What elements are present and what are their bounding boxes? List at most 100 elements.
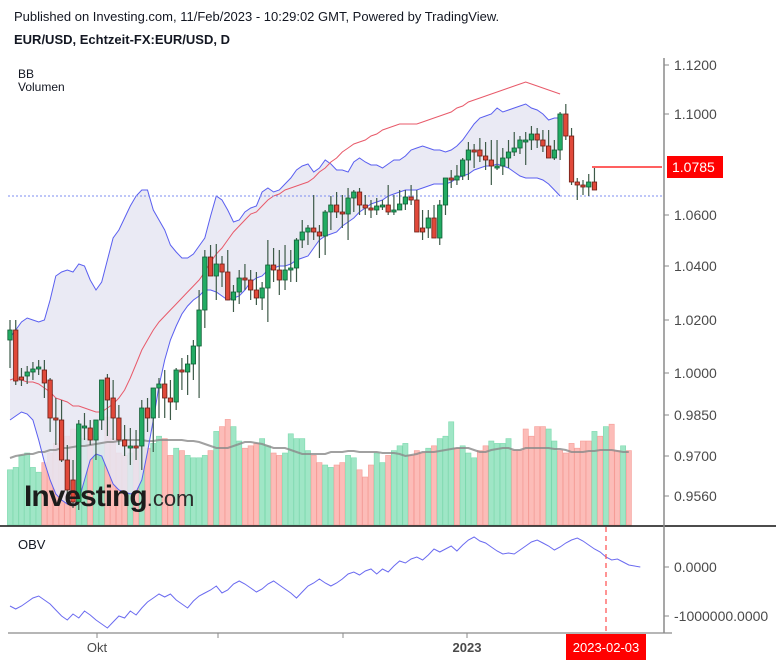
- volume-bar: [356, 469, 363, 526]
- candle-down: [334, 204, 340, 213]
- candle-up: [127, 445, 133, 449]
- volume-bar: [167, 455, 174, 526]
- volume-bar: [448, 421, 455, 526]
- candles: [7, 104, 598, 510]
- candle-up: [213, 263, 219, 277]
- candle-up: [345, 197, 351, 215]
- candle-up: [282, 269, 288, 281]
- price-tick-label: 1.0600: [674, 207, 717, 223]
- volume-bar: [333, 464, 340, 526]
- crosshair-date-badge: [566, 634, 646, 660]
- volume-bar: [373, 452, 380, 526]
- volume-bar: [528, 435, 535, 526]
- volume-bar: [179, 450, 185, 526]
- candle-down: [144, 407, 151, 419]
- candle-down: [47, 379, 53, 419]
- volume-bar: [259, 438, 266, 526]
- volume-bar: [511, 450, 518, 526]
- candle-down: [276, 269, 282, 281]
- volume-bar: [322, 464, 329, 526]
- volume-bar: [368, 464, 374, 526]
- volume-bar: [568, 443, 575, 526]
- candle-up: [236, 277, 242, 293]
- candle-up: [511, 147, 517, 153]
- price-tick-label: 1.1200: [674, 57, 717, 73]
- volume-bar: [585, 440, 592, 526]
- volume-bar: [30, 467, 36, 526]
- volume-bar: [454, 447, 460, 526]
- candle-up: [139, 407, 145, 447]
- volume-bar: [207, 450, 214, 526]
- volume-bar: [625, 450, 632, 526]
- volume-bar: [236, 440, 243, 526]
- price-tick-label: 0.9700: [674, 448, 717, 464]
- candle-down: [368, 207, 374, 211]
- candle-up: [24, 371, 30, 377]
- candle-up: [425, 217, 431, 229]
- candle-down: [339, 211, 345, 215]
- candle-up: [156, 383, 162, 389]
- volume-bar: [459, 445, 466, 526]
- candle-up: [494, 165, 500, 169]
- volume-bar: [413, 450, 420, 526]
- volume-bar: [505, 438, 512, 526]
- candle-up: [500, 157, 506, 167]
- candle-up: [454, 175, 460, 181]
- candle-down: [104, 377, 111, 401]
- volume-bar: [201, 455, 208, 526]
- candle-down: [18, 376, 25, 381]
- legend-obv[interactable]: OBV: [18, 537, 46, 552]
- candle-down: [408, 196, 414, 201]
- volume-bar: [545, 428, 552, 526]
- candle-down: [316, 231, 323, 237]
- volume-bar: [156, 435, 162, 526]
- volume-bar: [431, 445, 437, 526]
- candle-up: [288, 267, 294, 271]
- candle-up: [202, 256, 208, 311]
- volume-bar: [534, 426, 541, 526]
- candle-up: [190, 345, 196, 365]
- volume-bar: [196, 457, 202, 526]
- candle-down: [534, 133, 540, 141]
- volume-bar: [12, 467, 19, 526]
- volume-bar: [362, 476, 369, 526]
- volume-bar: [264, 445, 271, 526]
- price-tick-label: 1.0000: [674, 365, 717, 381]
- volume-bar: [517, 450, 523, 526]
- candle-down: [64, 459, 70, 491]
- volume-bar: [299, 438, 306, 526]
- volume-bar: [425, 447, 432, 526]
- time-tick-label: 2023: [453, 640, 482, 655]
- candle-up: [586, 181, 592, 188]
- candle-up: [185, 363, 191, 373]
- candle-down: [362, 204, 368, 209]
- candle-up: [442, 177, 449, 206]
- candle-down: [546, 145, 552, 159]
- volume-bar: [310, 455, 317, 526]
- volume-bar: [327, 467, 334, 526]
- volume-bar: [597, 435, 604, 526]
- candle-down: [540, 139, 546, 147]
- volume-bar: [287, 433, 294, 526]
- volume-bar: [620, 445, 627, 526]
- volume-bar: [247, 445, 254, 526]
- legend-bb[interactable]: BB: [18, 67, 35, 81]
- candle-up: [523, 139, 529, 143]
- candle-down: [13, 329, 19, 382]
- volume-bar: [35, 471, 42, 526]
- candle-up: [374, 205, 380, 211]
- volume-bar: [305, 450, 311, 526]
- candle-up: [196, 309, 202, 347]
- candle-down: [482, 155, 489, 161]
- legend-volume[interactable]: Volumen: [18, 80, 65, 94]
- volume-bar: [436, 438, 443, 526]
- candle-down: [431, 217, 437, 239]
- volume-bar: [476, 450, 483, 526]
- candle-down: [248, 279, 254, 291]
- volume-bar: [213, 431, 220, 526]
- volume-bar: [242, 447, 248, 526]
- price-tick-label: 1.0400: [674, 258, 717, 274]
- candle-down: [87, 427, 93, 441]
- candle-up: [93, 419, 99, 441]
